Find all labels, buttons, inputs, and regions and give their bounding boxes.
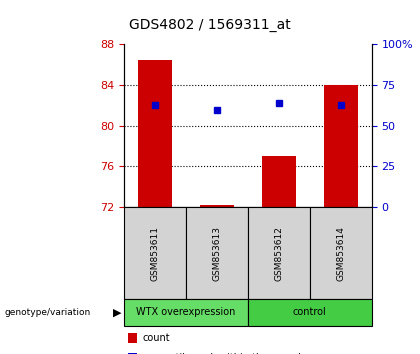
- Text: GSM853612: GSM853612: [274, 225, 283, 281]
- Bar: [324, 85, 358, 207]
- Text: GSM853613: GSM853613: [213, 225, 221, 281]
- Text: GDS4802 / 1569311_at: GDS4802 / 1569311_at: [129, 18, 291, 32]
- Text: GSM853611: GSM853611: [150, 225, 159, 281]
- Text: genotype/variation: genotype/variation: [4, 308, 90, 317]
- Text: GSM853614: GSM853614: [336, 225, 345, 281]
- Bar: [138, 59, 172, 207]
- Bar: [200, 205, 234, 207]
- Text: count: count: [142, 333, 170, 343]
- Text: percentile rank within the sample: percentile rank within the sample: [142, 353, 307, 354]
- Bar: [262, 156, 296, 207]
- Text: ▶: ▶: [113, 307, 122, 318]
- Text: WTX overexpression: WTX overexpression: [136, 307, 236, 318]
- Text: control: control: [293, 307, 327, 318]
